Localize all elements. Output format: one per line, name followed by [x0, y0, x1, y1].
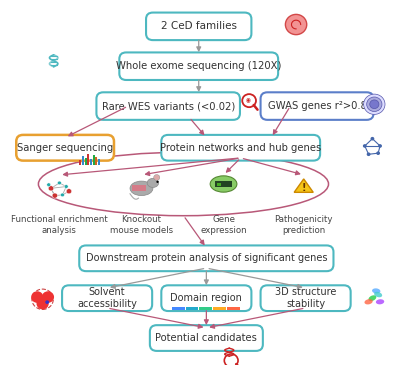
- Text: Pathogenicity
prediction: Pathogenicity prediction: [274, 215, 333, 235]
- Circle shape: [370, 100, 379, 109]
- Bar: [132, 185, 146, 191]
- Ellipse shape: [147, 178, 159, 187]
- Ellipse shape: [368, 295, 376, 301]
- Text: ◉: ◉: [246, 98, 250, 102]
- Ellipse shape: [130, 181, 153, 196]
- Circle shape: [45, 300, 49, 304]
- Bar: [213, 307, 226, 310]
- Circle shape: [363, 144, 367, 148]
- Bar: [217, 183, 221, 186]
- Bar: [186, 307, 198, 310]
- Text: Downstream protein analysis of significant genes: Downstream protein analysis of significa…: [86, 253, 327, 263]
- Text: Knockout
mouse models: Knockout mouse models: [110, 215, 173, 235]
- FancyBboxPatch shape: [260, 92, 374, 120]
- Text: 2 CeD families: 2 CeD families: [161, 21, 237, 31]
- FancyBboxPatch shape: [260, 285, 351, 311]
- Circle shape: [367, 152, 370, 156]
- Polygon shape: [294, 179, 313, 192]
- Bar: [87, 154, 90, 165]
- FancyBboxPatch shape: [119, 52, 278, 80]
- FancyBboxPatch shape: [161, 285, 252, 311]
- Text: Potential candidates: Potential candidates: [156, 333, 257, 343]
- Bar: [200, 307, 212, 310]
- Circle shape: [42, 291, 54, 303]
- Text: Protein networks and hub genes: Protein networks and hub genes: [160, 143, 321, 153]
- Bar: [98, 159, 100, 165]
- FancyBboxPatch shape: [96, 92, 240, 120]
- Text: Solvent
accessibility: Solvent accessibility: [77, 287, 137, 309]
- Text: Sanger sequencing: Sanger sequencing: [17, 143, 113, 153]
- Ellipse shape: [372, 289, 380, 294]
- FancyBboxPatch shape: [150, 325, 263, 351]
- Circle shape: [364, 94, 385, 114]
- Ellipse shape: [364, 299, 373, 304]
- Circle shape: [36, 298, 49, 309]
- Circle shape: [48, 186, 54, 191]
- Circle shape: [370, 137, 374, 141]
- Bar: [79, 160, 81, 165]
- Text: Functional enrichment
analysis: Functional enrichment analysis: [11, 215, 108, 235]
- Ellipse shape: [376, 299, 384, 304]
- Circle shape: [367, 97, 382, 112]
- Ellipse shape: [374, 292, 382, 297]
- Circle shape: [66, 189, 72, 194]
- FancyBboxPatch shape: [146, 13, 252, 40]
- Bar: [82, 156, 84, 165]
- Bar: [93, 155, 95, 165]
- Text: 3D structure
stability: 3D structure stability: [275, 287, 336, 309]
- Circle shape: [47, 183, 51, 187]
- Bar: [215, 181, 232, 187]
- Text: Rare WES variants (<0.02): Rare WES variants (<0.02): [102, 101, 235, 111]
- Bar: [172, 307, 185, 310]
- Circle shape: [156, 181, 159, 183]
- FancyBboxPatch shape: [161, 135, 320, 160]
- Circle shape: [31, 291, 43, 303]
- Circle shape: [285, 14, 307, 35]
- Bar: [227, 307, 240, 310]
- Circle shape: [376, 151, 380, 155]
- FancyBboxPatch shape: [79, 245, 334, 271]
- FancyBboxPatch shape: [16, 135, 114, 160]
- Text: Whole exome sequencing (120X): Whole exome sequencing (120X): [116, 61, 282, 71]
- Circle shape: [58, 181, 61, 185]
- Circle shape: [60, 193, 64, 197]
- Text: Domain region: Domain region: [170, 293, 242, 303]
- Text: GWAS genes r²>0.8: GWAS genes r²>0.8: [268, 101, 366, 111]
- FancyBboxPatch shape: [62, 285, 152, 311]
- Text: Gene
expression: Gene expression: [200, 215, 247, 235]
- Text: !: !: [302, 183, 306, 192]
- Bar: [84, 158, 87, 165]
- Bar: [95, 157, 98, 165]
- Ellipse shape: [210, 176, 237, 192]
- Circle shape: [64, 185, 68, 188]
- Bar: [90, 159, 92, 165]
- Circle shape: [154, 174, 160, 180]
- Circle shape: [52, 193, 58, 198]
- Circle shape: [378, 144, 382, 148]
